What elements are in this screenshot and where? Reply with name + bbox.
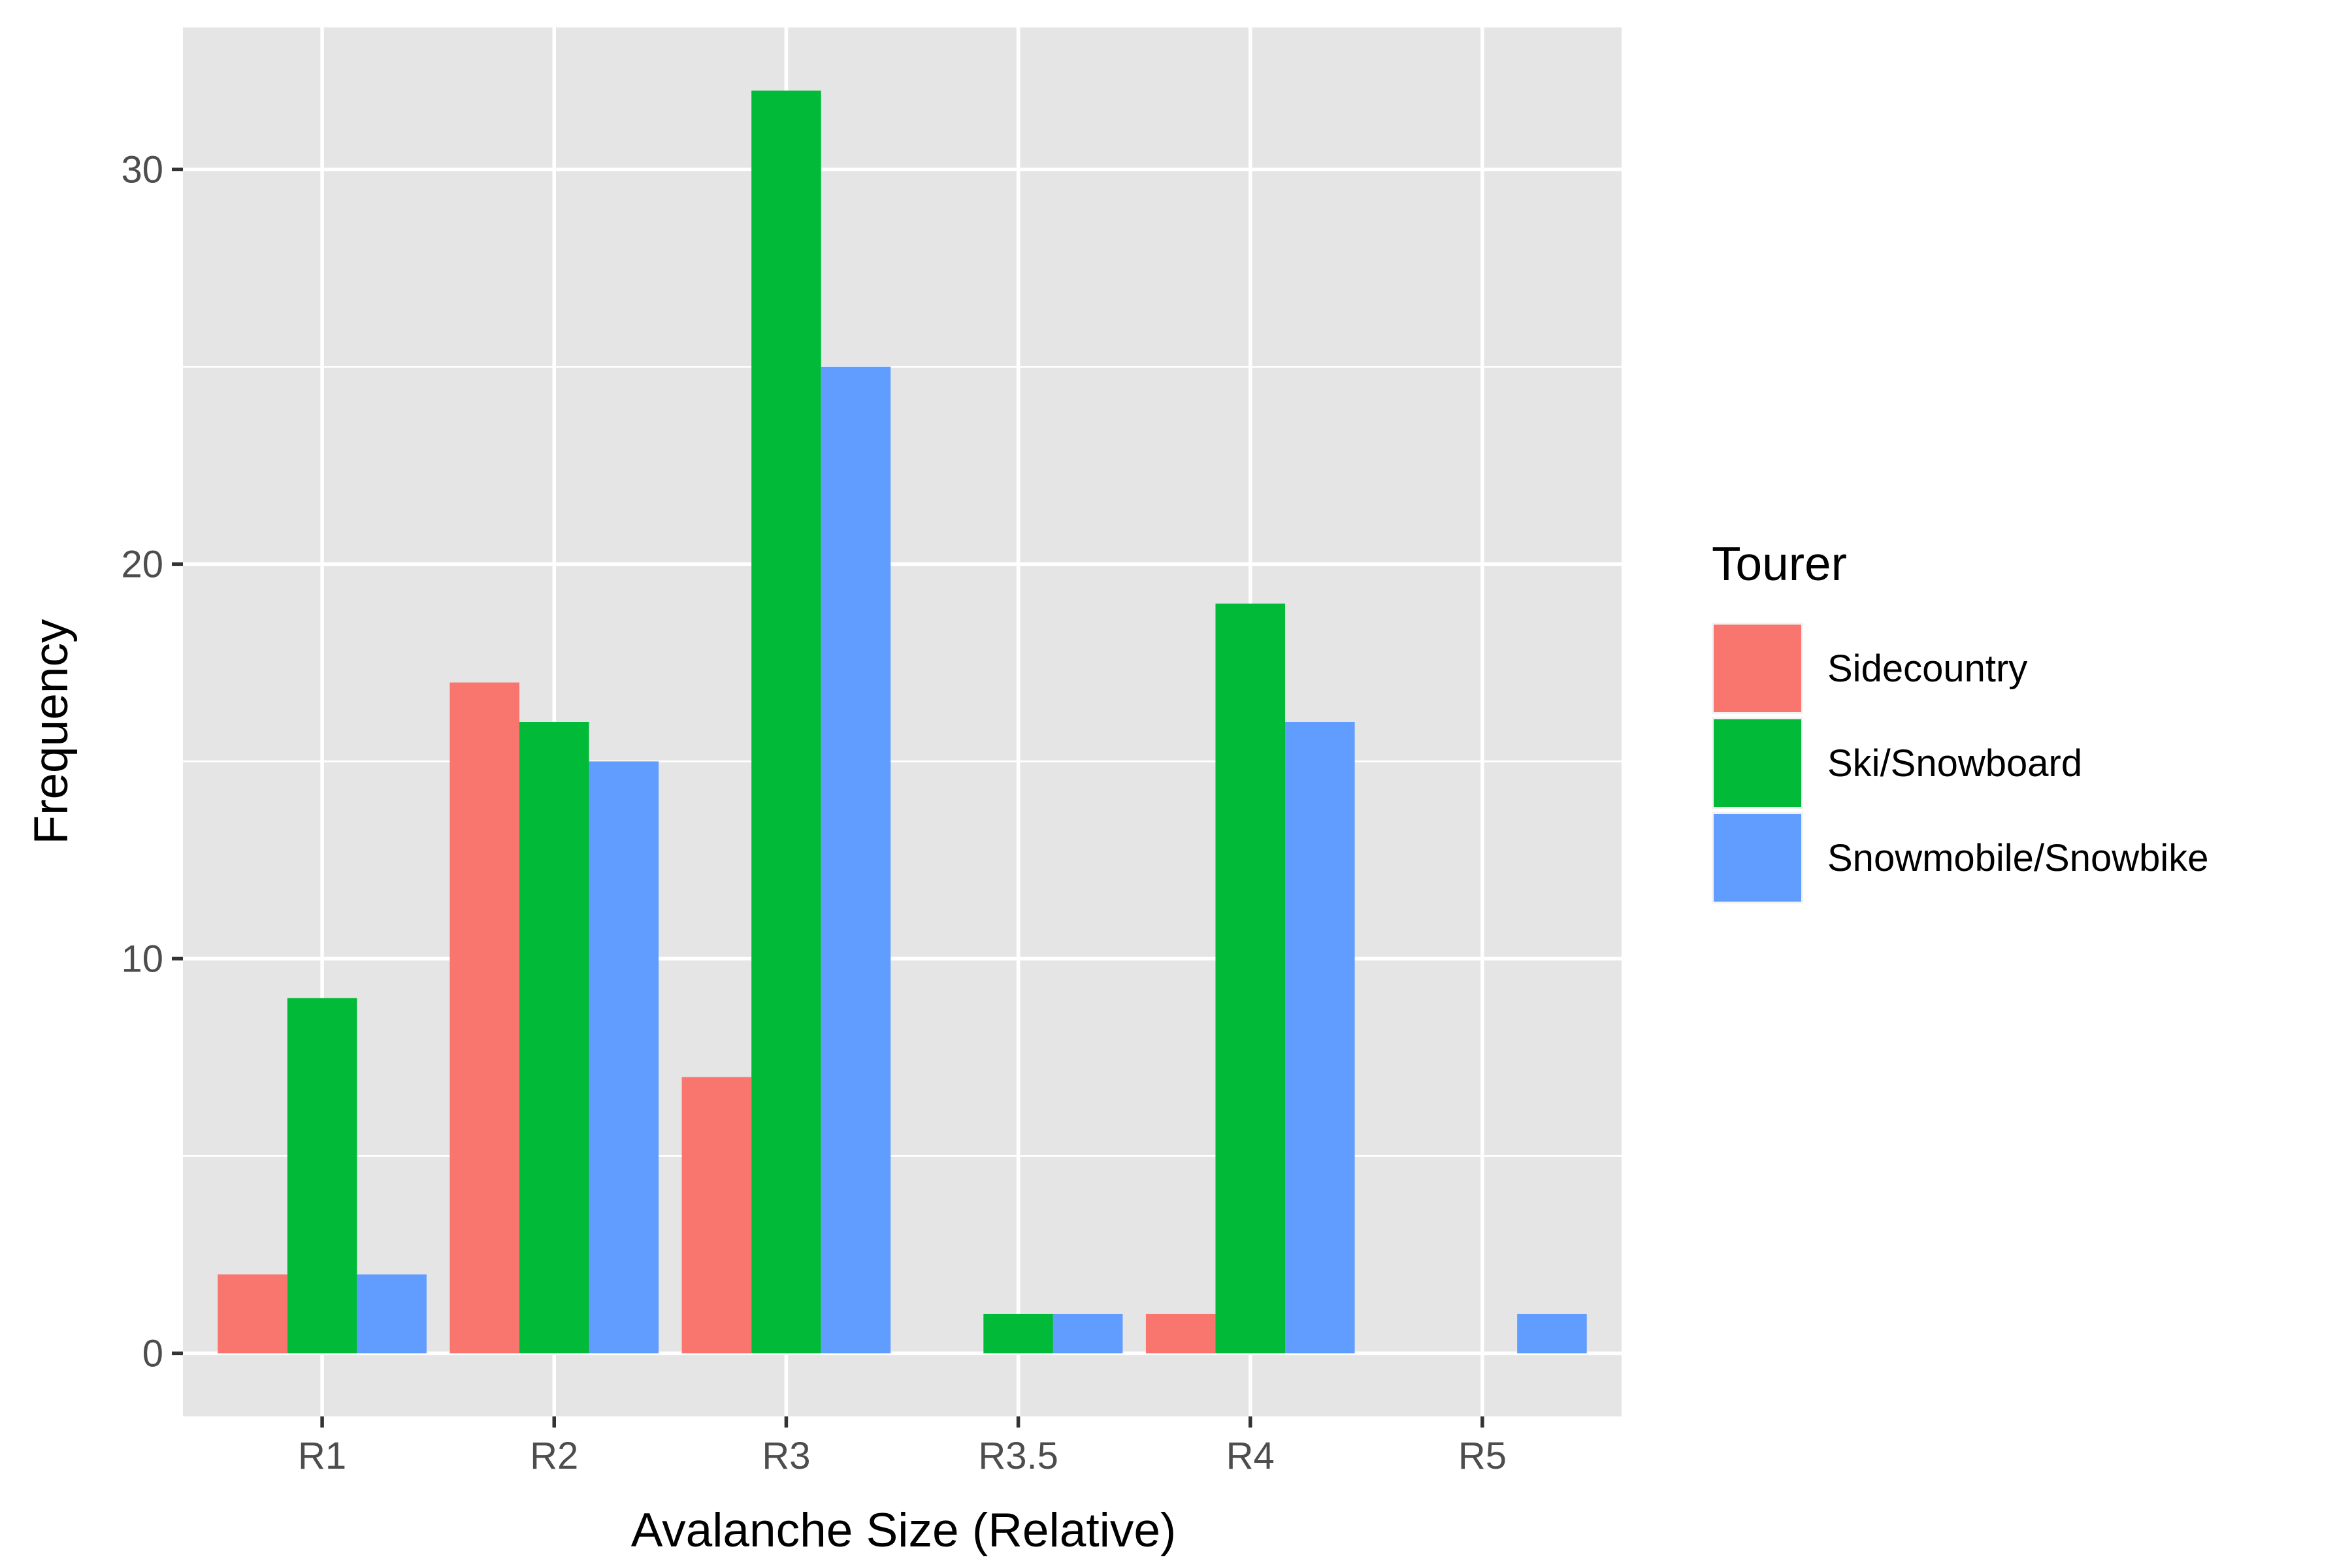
- bar-ski-snowboard-r4: [1215, 603, 1286, 1354]
- bar-ski-snowboard-r3: [751, 90, 821, 1354]
- bar-sidecountry-r2: [449, 682, 519, 1354]
- y-tick-label: 0: [142, 1332, 163, 1375]
- x-axis-title: Avalanche Size (Relative): [631, 1504, 1177, 1557]
- legend-label: Snowmobile/Snowbike: [1827, 837, 2209, 879]
- y-tick-label: 20: [121, 543, 163, 585]
- y-tick-label: 30: [121, 148, 163, 191]
- bar-snowmobile-snowbike-r4: [1285, 722, 1355, 1354]
- bar-ski-snowboard-r3-5: [983, 1313, 1053, 1354]
- legend-label: Sidecountry: [1827, 647, 2027, 690]
- panel-background: [183, 27, 1622, 1416]
- legend-title: Tourer: [1712, 538, 1847, 591]
- bar-snowmobile-snowbike-r3: [821, 367, 891, 1354]
- legend-label: Ski/Snowboard: [1827, 742, 2082, 785]
- x-tick-label: R3: [762, 1435, 810, 1477]
- axes-layer: 0 10 20 30 R1 R2 R3 R3.5 R4 R5: [121, 148, 1506, 1477]
- legend-swatch: [1714, 719, 1801, 807]
- bars-layer: [218, 90, 1587, 1354]
- bar-sidecountry-r3: [681, 1077, 752, 1354]
- legend: Tourer Sidecountry Ski/Snowboard Snowmobil…: [1712, 538, 2209, 904]
- x-tick-label: R5: [1458, 1435, 1507, 1477]
- bar-ski-snowboard-r1: [287, 998, 357, 1354]
- legend-swatch: [1714, 814, 1801, 902]
- x-tick-label: R1: [298, 1435, 346, 1477]
- bar-snowmobile-snowbike-r5: [1517, 1313, 1587, 1354]
- x-tick-label: R4: [1226, 1435, 1275, 1477]
- plot-panel: [183, 27, 1622, 1416]
- bar-snowmobile-snowbike-r1: [357, 1274, 427, 1354]
- bar-sidecountry-r4: [1145, 1313, 1216, 1354]
- bar-snowmobile-snowbike-r3-5: [1053, 1313, 1123, 1354]
- bar-snowmobile-snowbike-r2: [589, 761, 659, 1354]
- y-tick-label: 10: [121, 938, 163, 980]
- bar-ski-snowboard-r2: [519, 722, 589, 1354]
- legend-swatch: [1714, 625, 1801, 712]
- bar-sidecountry-r1: [218, 1274, 287, 1354]
- x-tick-label: R2: [530, 1435, 578, 1477]
- y-axis-title: Frequency: [25, 619, 78, 844]
- x-tick-label: R3.5: [978, 1435, 1058, 1477]
